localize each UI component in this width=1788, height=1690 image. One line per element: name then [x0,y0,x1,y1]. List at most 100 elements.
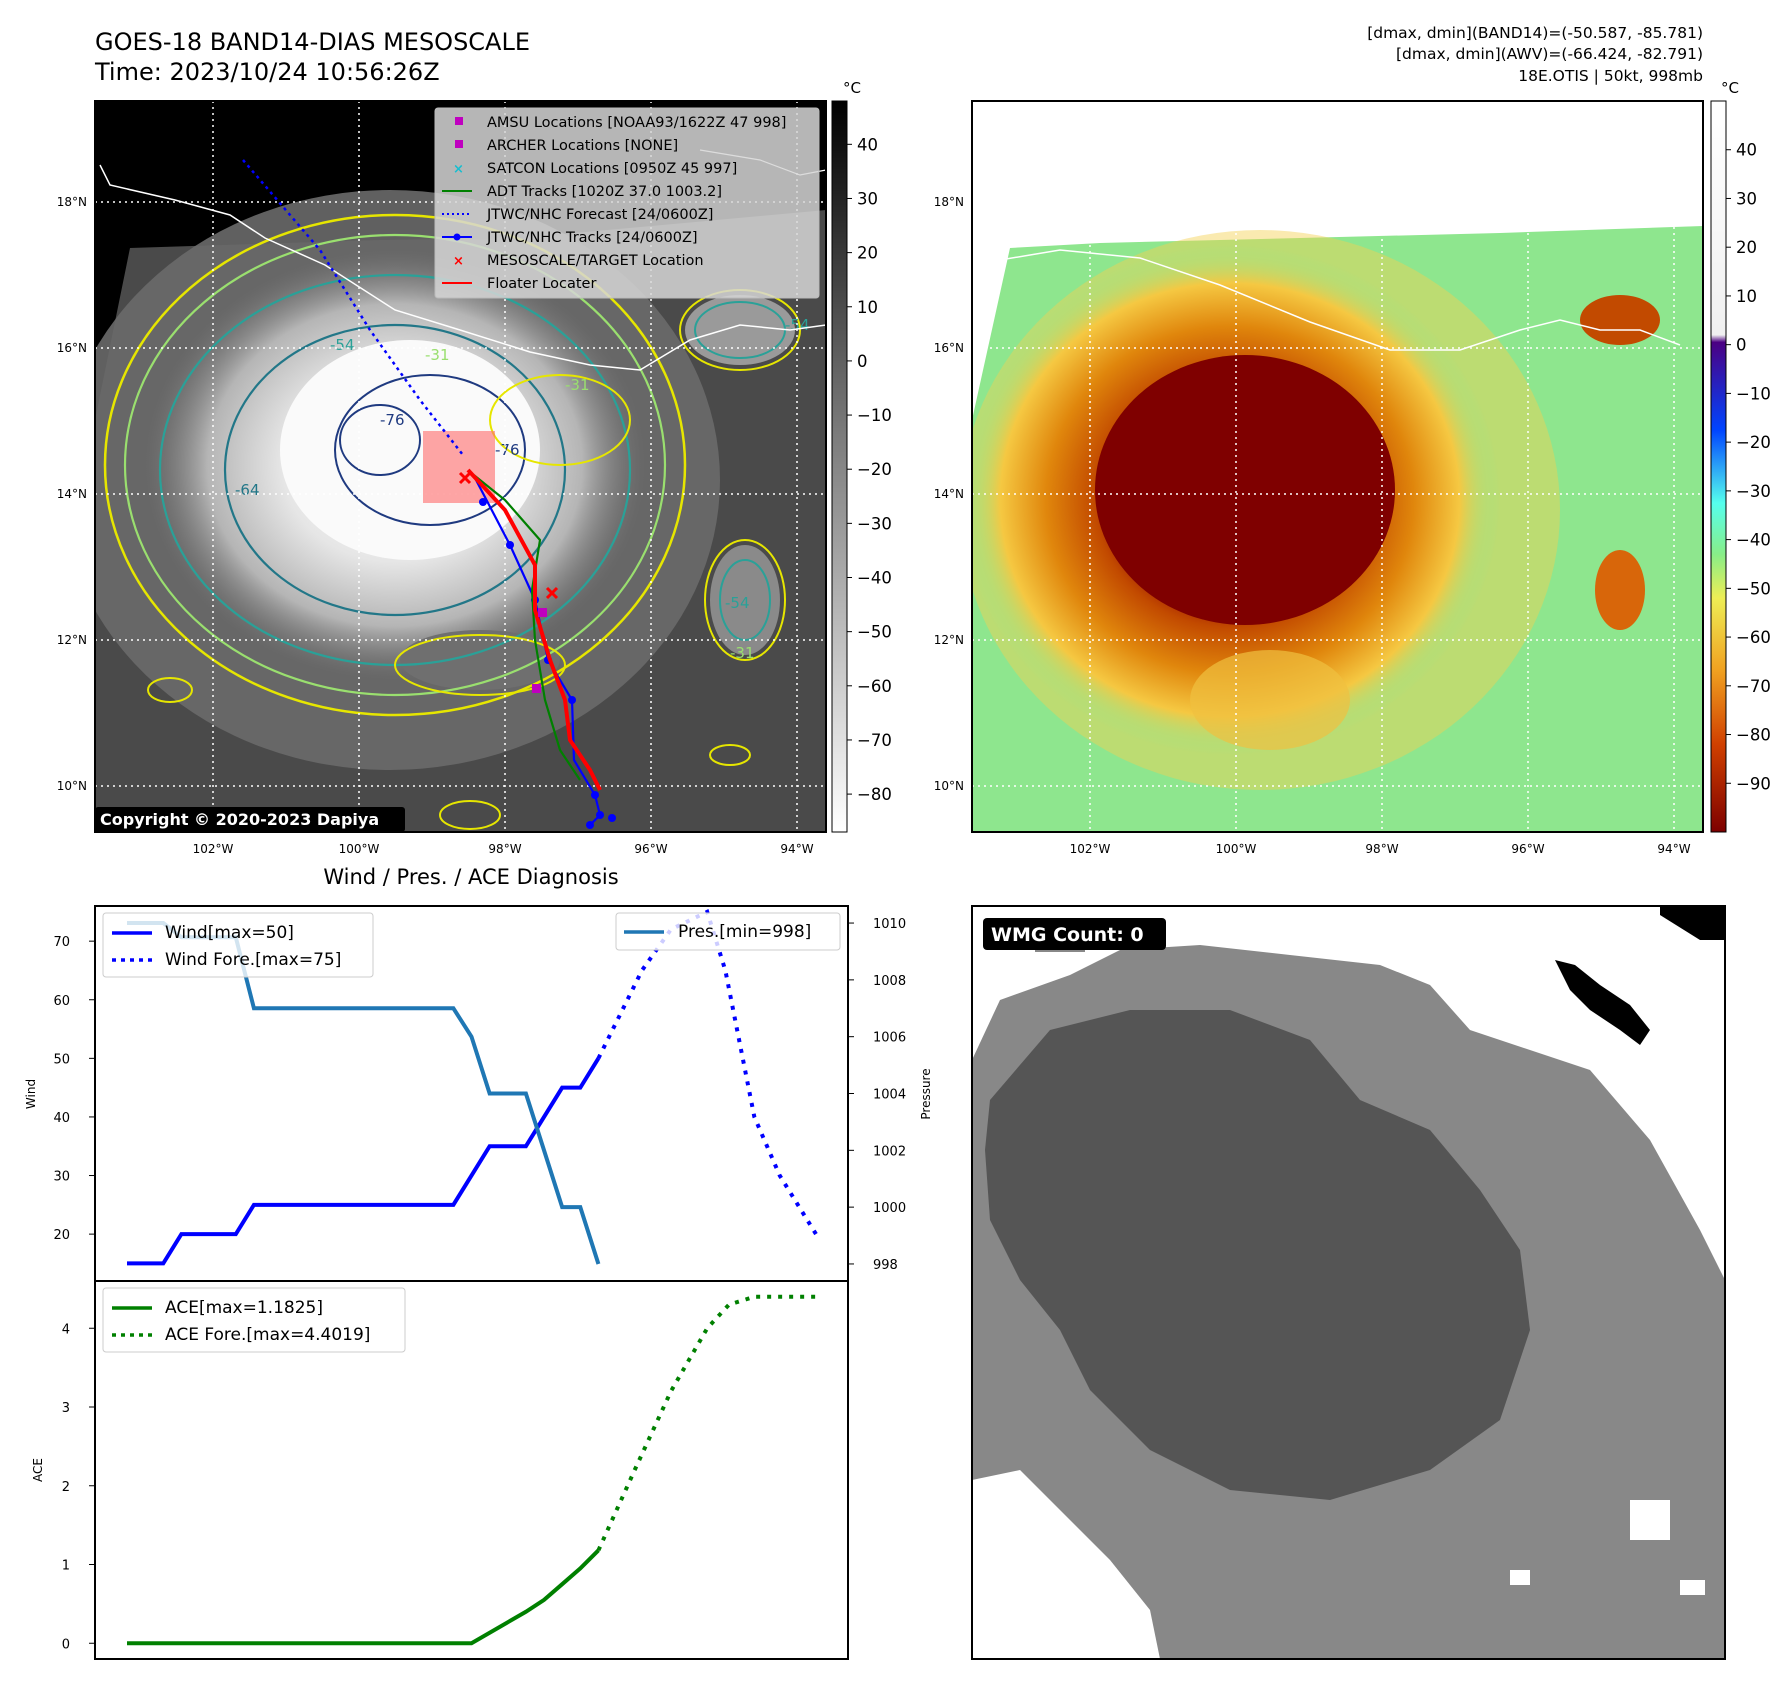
colorbar-tick-label: 30 [1736,189,1757,208]
lat-label: 18°N [57,195,87,209]
chart-title: Wind / Pres. / ACE Diagnosis [323,865,618,889]
lat-label: 14°N [57,487,87,501]
wind-legend: Wind[max=50] Wind Fore.[max=75] [102,912,374,978]
colorbar-tick-label: −30 [857,514,892,533]
legend-item: JTWC/NHC Tracks [24/0600Z] [486,230,698,246]
contour-label: -76 [495,441,520,459]
ytick-label: 2 [62,1480,70,1495]
colorbar-tick-label: −60 [857,677,892,696]
legend-pressure: Pres.[min=998] [678,922,811,942]
colorbar-tick-label: −50 [857,623,892,642]
ir-lat-labels: 18°N 16°N 14°N 12°N 10°N [57,195,87,793]
series-line-ace-0 [127,1548,600,1646]
lon-label: 100°W [339,842,380,856]
awv-colorbar-ticks: 40 30 20 10 0 −10 −20 −30 −40 −50 −60 −70 −80 −90 [1726,141,1771,793]
colorbar-tick-label: 0 [857,352,868,371]
legend-ace: ACE[max=1.1825] [165,1298,323,1318]
ace-legend: ACE[max=1.1825] ACE Fore.[max=4.4019] [102,1287,406,1353]
lat-label: 12°N [934,633,964,647]
colorbar-tick-label: −10 [1736,384,1771,403]
ytick-label: 30 [53,1170,70,1185]
lat-label: 10°N [57,779,87,793]
colorbar-tick-label: −90 [1736,774,1771,793]
ytick-label: 20 [53,1228,70,1243]
colorbar-tick-label: 30 [857,189,878,208]
colorbar-tick-label: −20 [857,460,892,479]
ytick-label: 1008 [873,974,906,989]
lon-label: 98°W [488,842,521,856]
info-awv: [dmax, dmin](AWV)=(-66.424, -82.791) [1396,45,1703,63]
colorbar-tick-label: 20 [857,244,878,263]
ytick-label: 60 [53,994,70,1009]
lat-label: 10°N [934,779,964,793]
ir-colorbar [831,100,848,833]
contour-label: -54 [725,594,750,612]
wmg-panel: WMG Count: 0 [971,905,1726,1660]
legend-wind: Wind[max=50] [165,923,294,943]
colorbar-tick-label: −40 [1736,531,1771,550]
info-storm: 18E.OTIS | 50kt, 998mb [1518,67,1703,85]
ytick-label: 50 [53,1052,70,1067]
awv-image [972,101,1703,832]
ytick-label: 1010 [873,917,906,932]
series-line-ace-1 [596,1294,816,1552]
ytick-label: 3 [62,1401,70,1416]
legend-ace-fore: ACE Fore.[max=4.4019] [165,1325,370,1345]
series-line-1 [596,909,818,1236]
awv-panel: 18°N 16°N 14°N 12°N 10°N 102°W 100°W 98°… [934,79,1771,856]
wind-yticks: 70 60 50 40 30 20 [53,935,95,1243]
ir-panel: -76 -76 -64 -54 -31 -31 -54 -54 -31 [57,79,892,856]
contour-label: -54 [330,336,355,354]
colorbar-tick-label: 0 [1736,336,1747,355]
ytick-label: 0 [62,1637,70,1652]
pressure-legend: Pres.[min=998] [615,912,841,951]
copyright-text: Copyright © 2020-2023 Dapiya [100,810,379,829]
ir-frame [94,100,827,833]
colorbar-tick-label: 10 [857,298,878,317]
colorbar-tick-label: −50 [1736,579,1771,598]
figure-title: GOES-18 BAND14-DIAS MESOSCALE [95,28,530,56]
ytick-label: 1000 [873,1201,906,1216]
contour-label: -31 [425,346,450,364]
info-band14: [dmax, dmin](BAND14)=(-50.587, -85.781) [1367,24,1703,42]
colorbar-tick-label: −20 [1736,433,1771,452]
legend-item: AMSU Locations [NOAA93/1622Z 47 998] [487,115,786,131]
colorbar-tick-label: −10 [857,406,892,425]
wmg-count: WMG Count: 0 [991,924,1144,946]
svg-text:×: × [453,254,464,269]
contour-label: -31 [565,376,590,394]
wmg-image [972,906,1725,1659]
series-line-0 [127,1057,601,1266]
legend-wind-fore: Wind Fore.[max=75] [165,950,341,970]
lon-label: 102°W [193,842,234,856]
colorbar-tick-label: 40 [1736,141,1757,160]
ace-series [127,1294,816,1646]
ir-legend: AMSU Locations [NOAA93/1622Z 47 998] ARC… [434,107,820,299]
colorbar-tick-label: −70 [857,731,892,750]
colorbar-tick-label: −70 [1736,677,1771,696]
contour-label: -64 [235,481,260,499]
lat-label: 16°N [57,341,87,355]
colorbar-tick-label: 20 [1736,238,1757,257]
floater-track [466,468,602,791]
pressure-yticks: 1010 1008 1006 1004 1002 1000 998 [848,917,906,1273]
ytick-label: 1 [62,1559,70,1574]
ytick-label: 70 [53,935,70,950]
diagnosis-chart: Wind / Pres. / ACE Diagnosis Wind Pressu… [24,865,933,1660]
colorbar-tick-label: −30 [1736,482,1771,501]
legend-item: MESOSCALE/TARGET Location [487,253,704,269]
legend-item: ADT Tracks [1020Z 37.0 1003.2] [487,184,722,200]
colorbar-tick-label: −80 [857,785,892,804]
wmg-badge [983,918,1166,950]
ytick-label: 1006 [873,1031,906,1046]
lon-label: 94°W [1657,842,1690,856]
contour-label: -31 [730,644,755,662]
awv-colorbar [1710,100,1727,833]
ytick-label: 998 [873,1258,898,1273]
adt-track [469,471,581,781]
svg-text:×: × [453,162,464,177]
copyright-badge [95,807,405,832]
lat-label: 12°N [57,633,87,647]
ace-yticks: 4 3 2 1 0 [62,1322,95,1652]
wind-ylabel: Wind [24,1079,38,1109]
